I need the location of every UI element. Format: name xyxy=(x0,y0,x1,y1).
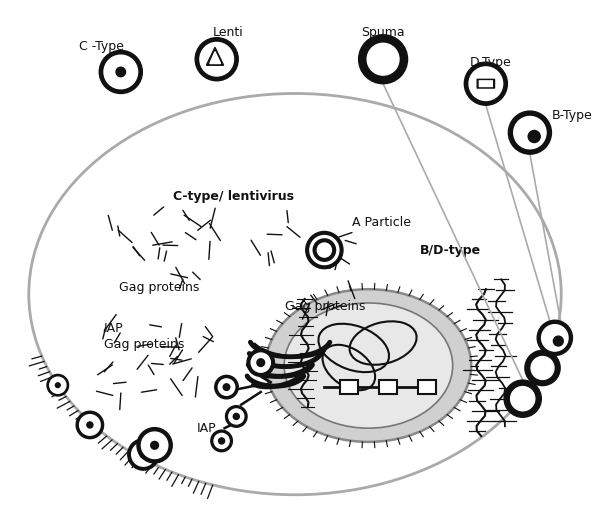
Circle shape xyxy=(257,359,265,367)
Circle shape xyxy=(306,232,343,269)
Polygon shape xyxy=(206,47,224,65)
Circle shape xyxy=(151,442,158,449)
Circle shape xyxy=(359,35,407,84)
Text: C -Type: C -Type xyxy=(79,40,124,53)
Circle shape xyxy=(247,349,274,376)
Circle shape xyxy=(215,375,238,399)
Circle shape xyxy=(87,422,93,428)
Circle shape xyxy=(128,439,159,470)
Circle shape xyxy=(140,451,147,458)
Circle shape xyxy=(218,438,224,444)
Ellipse shape xyxy=(266,289,471,442)
Ellipse shape xyxy=(29,93,561,495)
Circle shape xyxy=(223,384,230,390)
Text: A Particle: A Particle xyxy=(352,216,411,229)
Circle shape xyxy=(511,387,535,411)
Circle shape xyxy=(142,432,168,458)
Circle shape xyxy=(233,413,239,419)
Circle shape xyxy=(469,67,503,100)
Circle shape xyxy=(99,50,142,93)
Circle shape xyxy=(80,415,100,435)
Circle shape xyxy=(229,409,244,424)
Circle shape xyxy=(310,236,339,265)
Circle shape xyxy=(137,428,172,463)
Text: Spuma: Spuma xyxy=(361,26,405,40)
Circle shape xyxy=(226,406,247,427)
Text: B/D-type: B/D-type xyxy=(420,243,481,257)
Circle shape xyxy=(528,130,540,142)
Text: B-Type: B-Type xyxy=(551,108,592,122)
Text: Gag proteins: Gag proteins xyxy=(285,300,365,313)
FancyBboxPatch shape xyxy=(479,81,493,87)
Text: Gag proteins: Gag proteins xyxy=(119,281,199,294)
Polygon shape xyxy=(210,52,221,63)
Circle shape xyxy=(211,430,232,452)
Circle shape xyxy=(251,353,271,372)
Circle shape xyxy=(367,43,399,75)
Circle shape xyxy=(313,239,335,261)
Circle shape xyxy=(214,433,229,449)
Circle shape xyxy=(195,38,238,81)
Circle shape xyxy=(200,43,233,76)
Circle shape xyxy=(504,380,541,417)
Circle shape xyxy=(525,350,560,386)
Circle shape xyxy=(553,336,563,346)
Circle shape xyxy=(514,117,546,149)
Circle shape xyxy=(131,443,155,466)
Ellipse shape xyxy=(284,303,452,428)
Circle shape xyxy=(55,383,60,387)
Circle shape xyxy=(116,67,125,77)
Circle shape xyxy=(531,356,554,379)
Bar xyxy=(418,380,436,394)
Circle shape xyxy=(508,111,551,154)
Circle shape xyxy=(104,55,137,89)
Text: Lenti: Lenti xyxy=(213,26,244,40)
Circle shape xyxy=(76,411,104,439)
Text: C-type/ lentivirus: C-type/ lentivirus xyxy=(173,190,293,203)
Circle shape xyxy=(464,62,508,105)
Circle shape xyxy=(47,375,68,396)
Bar xyxy=(340,380,358,394)
FancyBboxPatch shape xyxy=(477,80,494,88)
Circle shape xyxy=(542,324,568,351)
Text: IAP
Gag proteins: IAP Gag proteins xyxy=(104,322,185,351)
Circle shape xyxy=(317,243,331,257)
Bar xyxy=(379,380,397,394)
Circle shape xyxy=(218,379,235,395)
Text: IAP: IAP xyxy=(197,422,217,434)
Text: D-Type: D-Type xyxy=(470,56,512,68)
Circle shape xyxy=(50,377,66,393)
Circle shape xyxy=(537,320,572,355)
